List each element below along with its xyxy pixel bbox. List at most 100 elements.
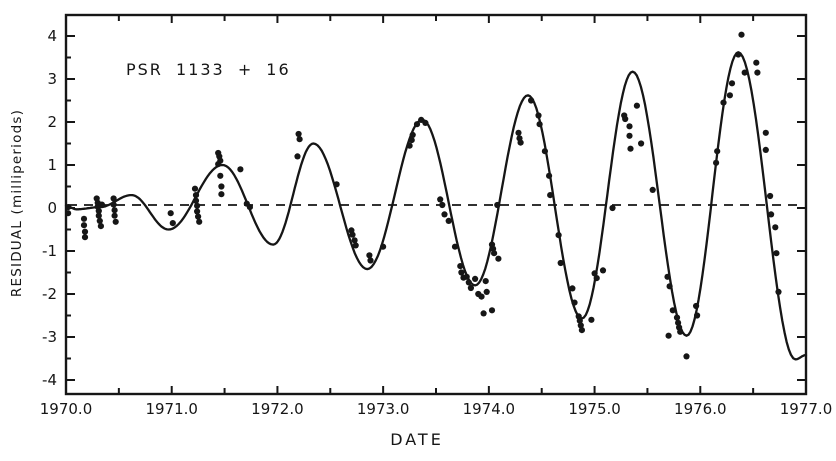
data-point xyxy=(445,217,452,224)
data-point xyxy=(494,201,501,209)
data-point xyxy=(638,140,645,147)
data-point xyxy=(720,99,727,106)
data-point xyxy=(495,255,502,262)
data-point xyxy=(609,204,616,212)
data-point xyxy=(772,224,779,231)
data-point xyxy=(669,307,676,314)
y-ticks xyxy=(66,35,806,381)
x-tick-label: 1970.0 xyxy=(40,400,93,418)
data-point xyxy=(408,137,415,144)
data-point xyxy=(296,136,303,143)
data-point xyxy=(576,317,583,324)
data-point xyxy=(366,252,373,259)
x-tick-label: 1977.0 xyxy=(780,400,833,418)
data-point xyxy=(569,285,576,292)
data-point xyxy=(683,353,690,360)
data-point xyxy=(437,196,444,203)
data-point xyxy=(367,257,374,264)
data-point xyxy=(673,314,681,321)
data-point xyxy=(754,69,761,76)
x-axis-title: DATE xyxy=(390,430,444,449)
data-point xyxy=(726,92,734,99)
data-points xyxy=(65,31,782,360)
data-point xyxy=(463,273,470,280)
y-tick-label: 0 xyxy=(47,199,57,217)
data-point xyxy=(294,153,301,160)
data-point xyxy=(546,172,553,179)
data-point xyxy=(191,185,199,192)
data-point xyxy=(775,288,782,295)
x-tick-label: 1972.0 xyxy=(251,400,304,418)
data-point xyxy=(349,231,356,238)
data-point xyxy=(98,201,105,208)
data-point xyxy=(111,207,118,214)
data-point xyxy=(735,51,742,58)
data-point xyxy=(96,217,103,224)
data-point xyxy=(457,263,464,270)
y-tick-label: 3 xyxy=(47,70,57,88)
data-point xyxy=(246,204,253,211)
x-tick-label: 1971.0 xyxy=(145,400,198,418)
data-point xyxy=(192,197,200,204)
data-point xyxy=(649,186,656,193)
data-point xyxy=(196,218,203,225)
data-point xyxy=(97,223,104,230)
data-point xyxy=(483,288,490,295)
data-point xyxy=(666,283,673,290)
data-point xyxy=(738,31,745,38)
data-point xyxy=(169,220,176,227)
data-point xyxy=(557,259,564,267)
data-point xyxy=(237,166,244,173)
data-point xyxy=(482,278,489,285)
data-point xyxy=(295,130,302,138)
data-point xyxy=(110,195,117,202)
data-point xyxy=(626,132,633,139)
x-tick-label: 1975.0 xyxy=(568,400,621,418)
data-point xyxy=(194,208,201,215)
data-point xyxy=(472,275,479,282)
data-point xyxy=(217,172,224,179)
data-point xyxy=(111,212,118,219)
data-point xyxy=(480,310,487,317)
data-point xyxy=(741,69,748,76)
data-point xyxy=(664,273,671,280)
data-point xyxy=(167,210,174,217)
data-point xyxy=(95,207,102,215)
data-point xyxy=(217,157,224,164)
data-point xyxy=(665,332,672,339)
data-point xyxy=(458,269,465,276)
y-tick-label: 4 xyxy=(47,27,57,45)
data-point xyxy=(588,316,595,323)
data-point xyxy=(333,181,340,188)
data-point xyxy=(762,146,769,153)
data-point xyxy=(714,148,721,155)
data-point xyxy=(728,80,736,87)
data-point xyxy=(541,148,549,155)
data-point xyxy=(465,279,472,286)
data-point xyxy=(675,319,682,326)
data-point xyxy=(626,123,633,130)
data-point xyxy=(515,129,522,136)
data-point xyxy=(80,215,88,222)
data-point xyxy=(81,228,89,235)
data-point xyxy=(547,192,554,199)
data-point xyxy=(195,213,202,220)
data-point xyxy=(192,192,200,199)
data-point xyxy=(578,327,586,334)
data-point xyxy=(753,59,760,66)
data-point xyxy=(577,322,584,329)
data-point xyxy=(352,242,359,249)
data-point xyxy=(555,232,562,239)
y-tick-label: -1 xyxy=(42,242,57,260)
data-point xyxy=(677,328,684,335)
data-point xyxy=(422,119,429,126)
data-point xyxy=(439,201,446,209)
data-point xyxy=(112,218,119,225)
data-point xyxy=(633,102,641,109)
y-tick-label: -2 xyxy=(42,285,57,303)
data-point xyxy=(218,183,225,190)
y-tick-labels: 4 3 2 1 0 -1 -2 -3 -4 xyxy=(42,27,57,389)
data-point xyxy=(571,299,578,306)
data-point xyxy=(406,142,413,149)
